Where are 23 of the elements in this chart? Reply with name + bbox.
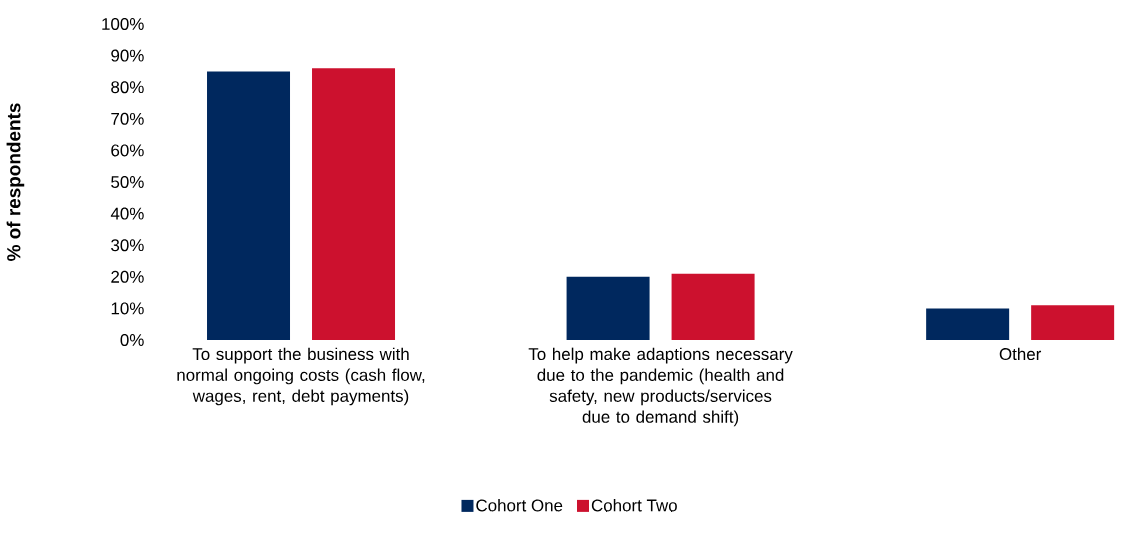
y-tick-label: 100%	[102, 18, 144, 30]
x-tick-label: Other	[999, 347, 1042, 361]
y-tick-label: 50%	[111, 176, 144, 188]
y-tick-label: 10%	[111, 302, 144, 315]
y-tick-label: 40%	[110, 207, 144, 220]
bar	[207, 71, 291, 340]
y-tick-label: 80%	[111, 81, 144, 94]
x-tick-label: To support the business with normal ongoing costs (cash flow, wages, rent, debt payments)	[177, 347, 425, 406]
y-tick-label: 60%	[111, 144, 144, 157]
y-tick-label: 30%	[111, 239, 144, 252]
y-tick-label: 70%	[111, 112, 144, 125]
y-tick-label: 20%	[111, 270, 144, 283]
legend-label: Cohort Two	[591, 499, 677, 512]
bar	[671, 273, 755, 340]
x-tick-label: To help make adaptions necessary due to the pandemic (health and safety, new products/services due to demand shift)	[528, 347, 793, 427]
bar	[566, 276, 650, 340]
bar	[1031, 305, 1115, 340]
y-tick-label: 90%	[111, 49, 144, 62]
bar	[926, 308, 1010, 340]
y-axis-title: % of respondents	[6, 103, 25, 261]
y-tick-label: 0%	[120, 334, 144, 346]
legend-label: Cohort One	[476, 499, 563, 512]
bar	[312, 68, 396, 340]
